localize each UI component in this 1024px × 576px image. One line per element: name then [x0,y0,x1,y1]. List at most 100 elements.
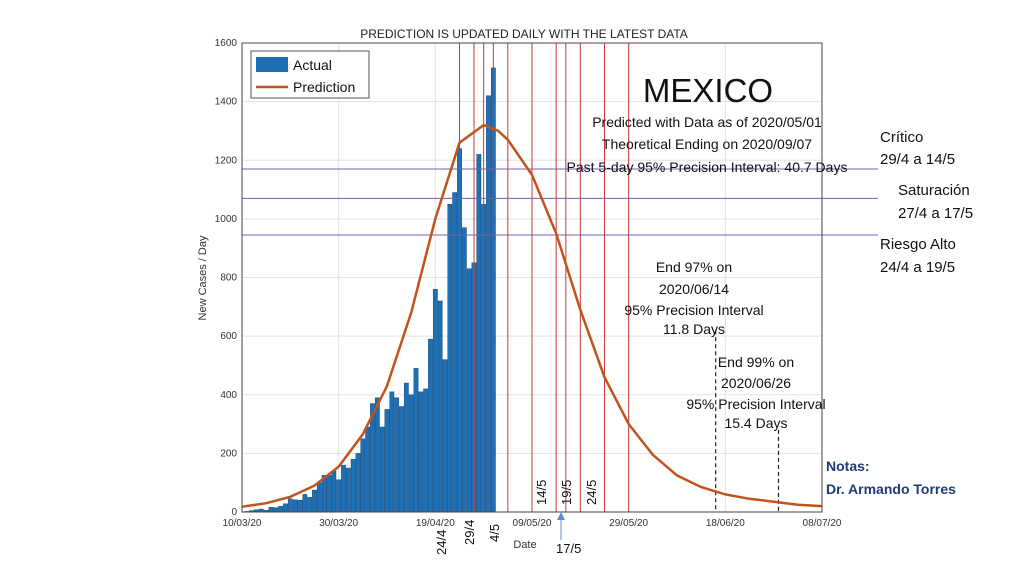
x-axis-label: Date [513,539,536,551]
bar-31 [394,397,400,513]
bar-9 [287,498,293,513]
y-tick-6: 1200 [215,155,238,166]
bar-17 [326,475,332,513]
bar-14 [312,489,317,513]
x-tick-5: 18/06/20 [706,518,745,529]
marker-4-5: 4/5 [487,524,502,542]
bar-18 [331,470,337,513]
bar-43 [452,192,458,513]
bar-38 [428,338,433,513]
bar-22 [350,459,356,513]
legend: Actual Prediction [250,50,370,99]
side-labels: Crítico 29/4 a 14/5 Saturación 27/4 a 17… [880,129,973,276]
vertical-lines [459,43,780,512]
y-tick-2: 400 [220,390,237,401]
x-tick-1: 30/03/20 [319,518,358,529]
bar-45 [461,227,467,513]
marker-17-5: 17/5 [556,541,581,556]
bar-20 [341,464,346,513]
notes-title: Notas: [826,458,870,474]
x-tick-0: 10/03/20 [223,518,262,529]
bar-13 [307,497,313,513]
legend-prediction-label: Prediction [293,79,355,95]
bar-10 [292,499,298,513]
end97-line4: 11.8 Days [663,321,725,337]
bar-29 [384,409,390,513]
precision-interval-text: Past 5-day 95% Precision Interval: 40.7 … [567,159,848,175]
bar-33 [403,382,409,513]
bar-48 [476,154,482,513]
plot-frame [241,42,823,513]
saturacion-label: Saturación [898,182,970,199]
end97-line2: 2020/06/14 [659,281,729,297]
bar-15 [316,482,322,513]
marker-29-4: 29/4 [462,520,477,545]
end99-line2: 2020/06/26 [721,375,791,391]
notes-author: Dr. Armando Torres [826,481,956,497]
bar-21 [345,467,351,513]
legend-actual-swatch [256,57,288,72]
x-tick-2: 19/04/20 [416,518,455,529]
x-tick-6: 08/07/20 [803,518,842,529]
bar-36 [418,391,424,513]
y-axis-label: New Cases / Day [197,235,209,320]
bar-23 [355,453,361,513]
bar-7 [278,505,284,513]
y-tick-8: 1600 [215,38,238,49]
bar-6 [273,507,279,513]
country-title: MEXICO [643,72,773,109]
end99-line4: 15.4 Days [724,415,787,431]
marker-24-4: 24/4 [434,530,449,555]
bar-27 [374,397,380,513]
marker-24-5: 24/5 [584,480,599,505]
bar-34 [408,394,414,513]
x-tick-4: 29/05/20 [609,518,648,529]
x-tick-3: 09/05/20 [513,518,552,529]
end97-line1: End 97% on [656,259,732,275]
bars [244,67,496,513]
end99-line3: 95% Precision Interval [686,396,825,412]
bar-32 [399,406,404,513]
prediction-line [241,123,823,508]
y-tick-1: 200 [220,448,237,459]
bar-42 [447,204,453,513]
bar-25 [365,426,371,513]
bar-39 [432,289,438,513]
riesgo-alto-label: Riesgo Alto [880,236,956,253]
bar-41 [442,359,448,513]
riesgo-alto-range: 24/4 a 19/5 [880,259,955,276]
marker-17-5-group: 17/5 [556,512,581,556]
x-tick-labels: 10/03/20 30/03/20 19/04/20 09/05/20 29/05/20… [223,518,842,529]
saturacion-range: 27/4 a 17/5 [898,205,973,222]
bar-30 [389,391,395,513]
end97-annotation: End 97% on 2020/06/14 95% Precision Inte… [624,259,763,337]
end99-annotation: End 99% on 2020/06/26 95% Precision Inte… [686,354,825,431]
y-tick-0: 0 [231,507,237,518]
bar-35 [413,368,419,513]
chart-title: PREDICTION IS UPDATED DAILY WITH THE LAT… [360,27,688,41]
predicted-with-text: Predicted with Data as of 2020/05/01 [592,114,822,130]
y-tick-labels: 0 200 400 600 800 1000 1200 1400 1600 [215,38,238,518]
y-tick-7: 1400 [215,97,238,108]
y-tick-3: 600 [220,331,237,342]
bar-40 [437,300,443,513]
bar-46 [466,268,472,513]
theoretical-ending-text: Theoretical Ending on 2020/09/07 [602,136,812,152]
marker-19-5: 19/5 [559,480,574,505]
marker-14-5: 14/5 [534,480,549,505]
bar-19 [336,479,342,513]
bar-50 [486,95,491,513]
bar-16 [321,475,327,513]
arrow-17-5-head-icon [557,512,565,520]
bar-11 [297,500,303,513]
legend-actual-label: Actual [293,57,332,73]
y-tick-5: 1000 [215,214,238,225]
end99-line1: End 99% on [718,354,794,370]
horizontal-lines [242,168,878,236]
critico-range: 29/4 a 14/5 [880,151,955,168]
bar-24 [360,438,366,513]
end97-line3: 95% Precision Interval [624,302,763,318]
bar-37 [423,388,429,513]
bar-8 [283,503,288,513]
